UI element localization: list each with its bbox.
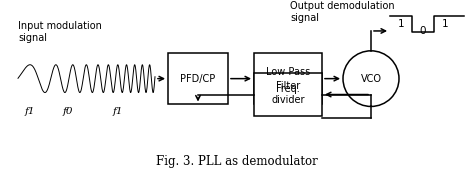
Text: Low Pass: Low Pass — [266, 67, 310, 77]
Text: VCO: VCO — [361, 74, 382, 84]
Text: Input modulation: Input modulation — [18, 21, 102, 31]
Bar — [254, 73, 322, 116]
Text: divider: divider — [271, 95, 305, 106]
Bar — [254, 53, 322, 104]
Text: signal: signal — [18, 33, 47, 43]
Text: Fig. 3. PLL as demodulator: Fig. 3. PLL as demodulator — [156, 155, 318, 168]
Text: f1: f1 — [113, 107, 123, 116]
Text: signal: signal — [290, 13, 319, 23]
Text: Output demodulation: Output demodulation — [290, 1, 395, 11]
Circle shape — [343, 51, 399, 106]
Text: 1: 1 — [442, 19, 448, 29]
Text: 1: 1 — [398, 19, 404, 29]
Text: 0: 0 — [420, 26, 426, 37]
Bar — [168, 53, 228, 104]
Text: f1: f1 — [25, 107, 35, 116]
Text: Freq.: Freq. — [276, 84, 300, 94]
Text: f0: f0 — [63, 107, 73, 116]
Text: Filter: Filter — [276, 81, 300, 91]
Text: PFD/CP: PFD/CP — [181, 74, 216, 84]
